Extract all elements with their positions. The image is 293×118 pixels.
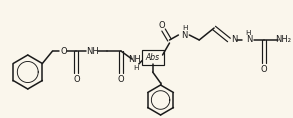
Text: NH: NH bbox=[128, 55, 141, 65]
Text: H: H bbox=[183, 25, 188, 31]
Text: N: N bbox=[181, 30, 188, 40]
Text: N: N bbox=[247, 36, 253, 44]
Text: O: O bbox=[117, 76, 124, 84]
Text: NH₂: NH₂ bbox=[275, 36, 292, 44]
Text: NH: NH bbox=[86, 46, 98, 55]
Text: H: H bbox=[133, 65, 139, 71]
Text: N: N bbox=[231, 34, 237, 44]
FancyBboxPatch shape bbox=[142, 49, 163, 65]
Text: O: O bbox=[73, 76, 80, 84]
Text: O: O bbox=[158, 21, 165, 30]
Text: O: O bbox=[260, 65, 267, 74]
Text: Abs: Abs bbox=[146, 53, 160, 61]
Text: O: O bbox=[60, 46, 67, 55]
Text: H: H bbox=[245, 30, 251, 36]
